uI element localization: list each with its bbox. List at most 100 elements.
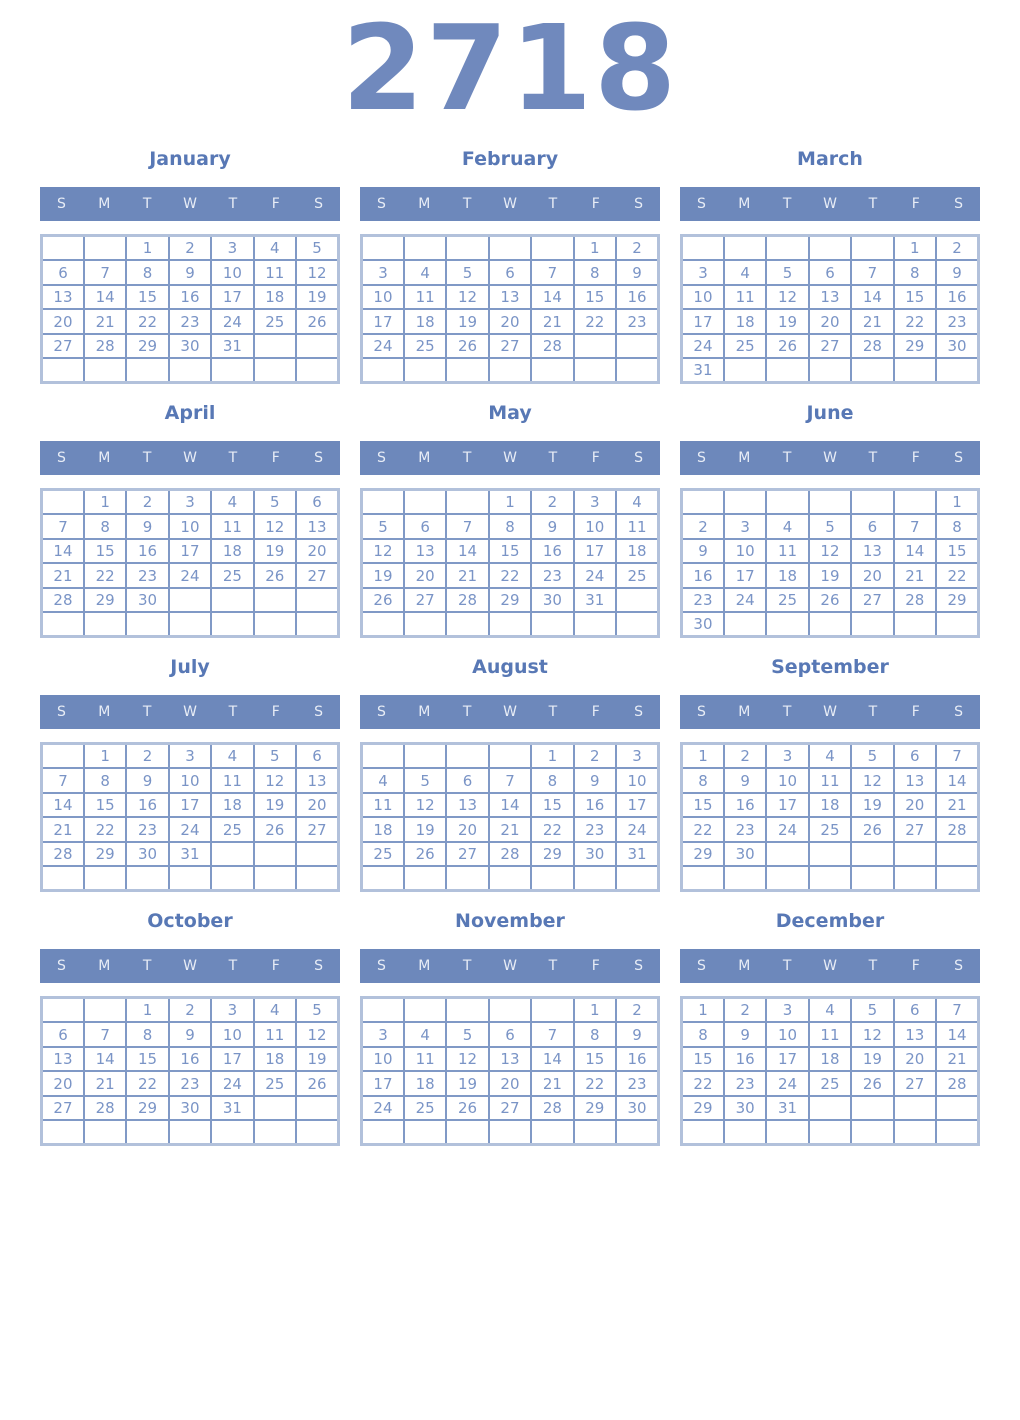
empty-day-cell	[210, 586, 255, 614]
month-title-february: February	[461, 148, 559, 171]
day-cell: 8	[487, 513, 533, 540]
day-cell: 29	[680, 840, 725, 868]
empty-day-cell	[252, 332, 298, 360]
weekday-label: T	[462, 704, 472, 721]
day-cell: 19	[850, 1045, 895, 1073]
day-cell: 16	[722, 791, 768, 819]
day-cell: 12	[295, 259, 340, 286]
day-cell: 30	[935, 332, 980, 360]
day-cell: 21	[892, 562, 938, 589]
day-cell: 26	[252, 562, 298, 589]
empty-day-cell	[252, 840, 298, 868]
weekday-label: W	[823, 704, 837, 721]
day-cell: 23	[722, 1070, 768, 1097]
day-cell: 6	[295, 488, 340, 516]
empty-day-cell	[40, 611, 85, 638]
day-cell: 25	[210, 562, 255, 589]
day-cell: 24	[615, 816, 660, 843]
empty-day-cell	[210, 840, 255, 868]
empty-day-cell	[935, 840, 980, 868]
weekday-label: S	[314, 958, 324, 975]
year-title: 2718	[341, 0, 679, 137]
week-row: 22 23 24 25 26 27 28	[680, 1070, 980, 1097]
day-cell: 25	[360, 840, 405, 868]
weekday-label: S	[56, 450, 66, 467]
empty-day-cell	[530, 865, 575, 892]
day-cell: 17	[680, 308, 725, 335]
weekday-label: S	[376, 958, 386, 975]
day-cell: 20	[295, 537, 340, 565]
weekday-label: M	[98, 196, 111, 213]
day-cell: 5	[850, 742, 895, 770]
week-row: 20 21 22 23 24 25 26	[40, 308, 340, 335]
day-cell: 3	[210, 996, 255, 1024]
week-row: 1	[680, 488, 980, 516]
week-row: 5 6 7 8 9 10 11	[360, 513, 660, 540]
week-row	[680, 1119, 980, 1146]
weekday-label: F	[271, 450, 280, 467]
empty-day-cell	[445, 996, 490, 1024]
empty-day-cell	[487, 611, 533, 638]
day-cell: 14	[935, 1021, 980, 1048]
weekday-label: F	[591, 958, 600, 975]
empty-day-cell	[167, 1119, 213, 1146]
day-cell: 18	[360, 816, 405, 843]
weekday-label: M	[418, 958, 431, 975]
day-cell: 13	[295, 767, 340, 794]
day-cell: 17	[210, 1045, 255, 1073]
day-cell: 3	[680, 259, 725, 286]
day-cell: 21	[935, 791, 980, 819]
day-cell: 2	[167, 234, 213, 262]
day-cell: 10	[765, 1021, 810, 1048]
month-title-august: August	[472, 656, 548, 679]
empty-day-cell	[402, 611, 448, 638]
day-cell: 30	[722, 1094, 768, 1122]
day-cell: 20	[487, 308, 533, 335]
month-december: December S M T W T F S 1 2 3 4 5 6 7 8 9 10 11 12 13 14 15 16 17…	[680, 904, 980, 1147]
week-row	[680, 865, 980, 892]
weekday-label: S	[954, 196, 964, 213]
day-cell: 22	[82, 562, 128, 589]
day-cell: 16	[125, 791, 170, 819]
day-cell: 23	[530, 562, 575, 589]
day-cell: 17	[615, 791, 660, 819]
month-october: October S M T W T F S 1 2 3 4 5 6 7 8 9 10 11 12 13 14 15 16 17 1…	[40, 904, 340, 1147]
day-cell: 16	[935, 283, 980, 311]
day-cell: 2	[530, 488, 575, 516]
weekday-label: F	[911, 958, 920, 975]
weekday-label: M	[418, 450, 431, 467]
weekday-label: W	[503, 196, 517, 213]
day-cell: 10	[572, 513, 618, 540]
day-cell: 24	[765, 1070, 810, 1097]
empty-day-cell	[252, 357, 298, 384]
week-row: 13 14 15 16 17 18 19	[40, 283, 340, 311]
day-cell: 10	[722, 537, 768, 565]
day-cell: 30	[680, 611, 725, 638]
day-cell: 31	[572, 586, 618, 614]
day-cell: 22	[680, 1070, 725, 1097]
day-cell: 26	[850, 816, 895, 843]
day-cell: 21	[82, 1070, 128, 1097]
day-cell: 24	[167, 562, 213, 589]
weekday-label: F	[271, 196, 280, 213]
empty-day-cell	[252, 1119, 298, 1146]
day-cell: 16	[615, 283, 660, 311]
week-row: 6 7 8 9 10 11 12	[40, 259, 340, 286]
day-cell: 27	[892, 1070, 938, 1097]
empty-day-cell	[487, 742, 533, 770]
day-cell: 22	[572, 1070, 618, 1097]
day-cell: 26	[445, 332, 490, 360]
day-cell: 6	[40, 1021, 85, 1048]
week-row: 17 18 19 20 21 22 23	[680, 308, 980, 335]
week-row: 16 17 18 19 20 21 22	[680, 562, 980, 589]
day-cell: 7	[935, 742, 980, 770]
empty-day-cell	[40, 488, 85, 516]
day-cell: 12	[445, 283, 490, 311]
day-cell: 6	[445, 767, 490, 794]
empty-day-cell	[572, 332, 618, 360]
day-cell: 29	[125, 332, 170, 360]
day-cell: 4	[360, 767, 405, 794]
